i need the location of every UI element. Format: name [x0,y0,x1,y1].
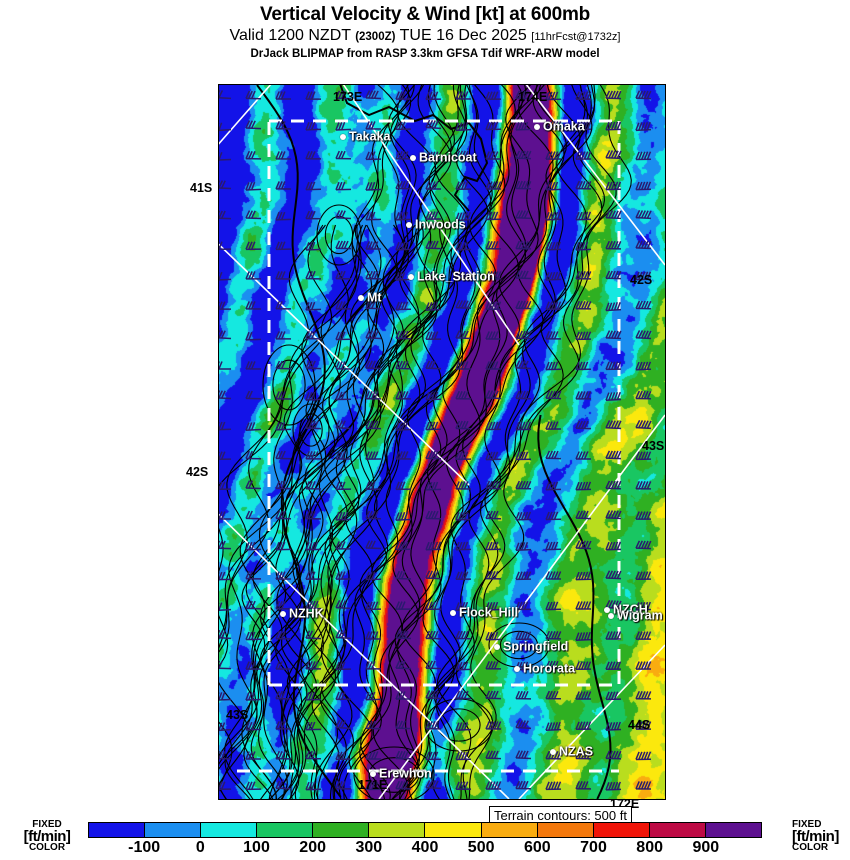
page-title: Vertical Velocity & Wind [kt] at 600mb [259,4,591,25]
colorbar-tick-labels: -100 0 100 200 300 400 500 600 700 800 900 [0,839,850,860]
colorbar-tick: 700 [580,839,607,856]
colorbar-tick: 300 [355,839,383,856]
colorbar-segment [425,823,482,837]
colorbar-tick: 400 [411,839,439,856]
colorbar-tick: 800 [636,839,664,856]
colorbar-tick: -100 [128,839,161,856]
colorbar-units-right: FIXED [ft/min] COLOR [792,820,850,853]
colorbar-fixed-label-left: FIXED [32,819,62,830]
weather-map[interactable] [218,84,666,800]
chart-header: Vertical Velocity & Wind [kt] at 600mb V… [0,0,850,62]
colorbar-segment [705,823,761,837]
colorbar-color-label-right: COLOR [792,842,829,853]
model-subtitle: DrJack BLIPMAP from RASP 3.3km GFSA Tdif… [250,48,600,60]
valid-date: TUE 16 Dec 2025 [399,27,527,44]
colorbar-segment [145,823,202,837]
valid-prefix: Valid 1200 NZDT [229,27,351,44]
valid-time-line: Valid 1200 NZDT (2300Z) TUE 16 Dec 2025 … [0,26,850,47]
graticule-label: 41S [190,181,213,195]
colorbar-tick: 200 [299,839,327,856]
colorbar-segment [593,823,650,837]
graticule-label: 42S [186,465,209,479]
colorbar-tick: 500 [467,839,495,856]
colorbar-fixed-label-right: FIXED [792,820,822,830]
colorbar-unit-label-left: [ft/min] [23,828,71,845]
colorbar-tick: 0 [195,839,205,856]
colorbar-segment [369,823,426,837]
colorbar-segment [201,823,258,837]
colorbar-gradient [88,822,762,838]
colorbar-segment [481,823,538,837]
colorbar-tick: 600 [523,839,551,856]
valid-zulu: (2300Z) [355,31,396,43]
colorbar-segment [89,823,146,837]
wind-barbs [219,90,652,791]
forecast-hour: [11hrFcst@1732z] [531,31,621,43]
colorbar-tick: 900 [692,839,720,856]
colorbar-segment [649,823,706,837]
colorbar-segment [257,823,314,837]
colorbar-units-left: FIXED [ft/min] COLOR [8,820,86,853]
colorbar-unit-label-right: [ft/min] [792,828,839,845]
colorbar-tick: 100 [243,839,270,856]
map-overlays [219,85,665,799]
graticule [219,85,665,799]
colorbar-segment [537,823,594,837]
colorbar-row: FIXED [ft/min] COLOR -100 0 100 200 300 400 50… [0,820,850,860]
colorbar-color-label-left: COLOR [28,842,66,853]
colorbar-segment [313,823,370,837]
